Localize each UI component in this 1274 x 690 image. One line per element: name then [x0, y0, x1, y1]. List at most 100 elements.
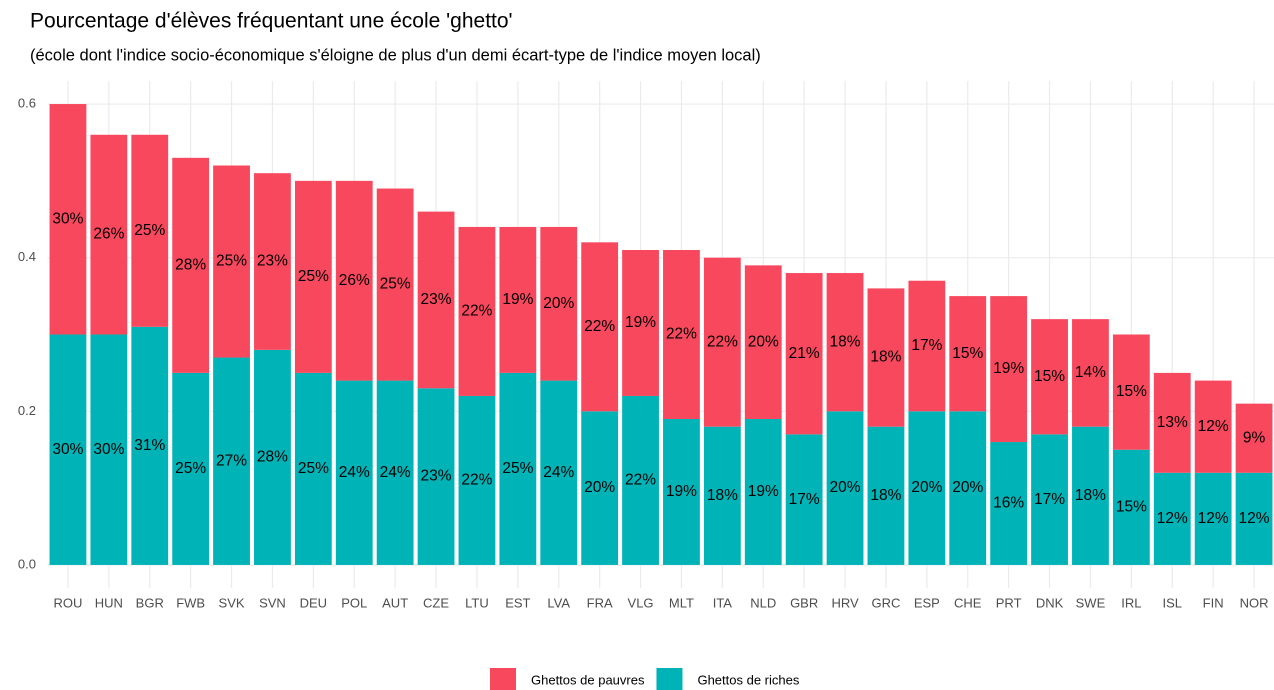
chart-title: Pourcentage d'élèves fréquentant une éco…	[30, 10, 513, 33]
x-tick-label: SVK	[219, 595, 245, 610]
value-label: 13%	[1157, 414, 1188, 431]
bar-segment	[294, 372, 332, 565]
value-label: 12%	[1157, 510, 1188, 527]
x-tick-label: POL	[341, 595, 367, 610]
value-label: 28%	[257, 449, 288, 466]
bar-segment	[1112, 449, 1150, 565]
x-tick-label: ISL	[1162, 595, 1182, 610]
bar-segment	[335, 380, 373, 565]
value-label: 18%	[870, 349, 901, 366]
bar-segment	[949, 296, 987, 412]
bar-segment	[254, 349, 291, 565]
value-label: 26%	[339, 272, 370, 289]
bar-segment	[254, 173, 291, 350]
value-label: 21%	[789, 345, 820, 362]
bar-segment	[376, 380, 414, 565]
value-label: 12%	[1198, 418, 1229, 435]
bar-segment	[131, 134, 169, 327]
bar-segment	[703, 257, 741, 427]
value-label: 24%	[543, 464, 574, 481]
bar-segment	[1153, 472, 1191, 565]
bar-segment	[540, 226, 578, 381]
value-label: 20%	[952, 479, 983, 496]
x-tick-label: FRA	[587, 595, 613, 610]
x-tick-label: MLT	[669, 595, 694, 610]
bar-segment	[540, 380, 578, 565]
value-label: 16%	[993, 495, 1024, 512]
bar-segment	[703, 426, 741, 565]
bar-segment	[131, 326, 169, 565]
value-label: 15%	[1116, 383, 1147, 400]
x-tick-label: BGR	[136, 595, 164, 610]
value-label: 17%	[1034, 491, 1065, 508]
value-label: 15%	[952, 345, 983, 362]
x-tick-label: DNK	[1036, 595, 1064, 610]
x-tick-label: LTU	[465, 595, 489, 610]
bar-segment	[49, 334, 87, 565]
x-tick-label: PRT	[996, 595, 1022, 610]
bar-segment	[990, 296, 1028, 443]
bar-segment	[499, 226, 537, 373]
bar-segment	[744, 265, 782, 419]
value-label: 30%	[52, 210, 83, 227]
bar-segment	[785, 273, 823, 435]
x-tick-label: SWE	[1076, 595, 1106, 610]
bar-segment	[908, 411, 946, 565]
x-tick-label: DEU	[300, 595, 327, 610]
legend-swatch	[490, 668, 516, 690]
bar-segment	[49, 104, 87, 335]
bar-segment	[1194, 472, 1232, 565]
x-tick-label: ESP	[914, 595, 940, 610]
bar-segment	[826, 273, 864, 412]
value-label: 24%	[339, 464, 370, 481]
bar-segment	[1194, 380, 1232, 473]
x-tick-label: FWB	[176, 595, 205, 610]
bar-segment	[744, 419, 782, 565]
bar-segment	[622, 395, 659, 565]
bar-segment	[1072, 426, 1109, 565]
value-label: 18%	[707, 487, 738, 504]
value-label: 19%	[502, 291, 533, 308]
value-label: 25%	[216, 253, 247, 270]
value-label: 12%	[1239, 510, 1270, 527]
bar-segment	[1153, 372, 1191, 473]
chart-subtitle: (école dont l'indice socio-économique s'…	[30, 46, 761, 64]
bar-segment	[90, 334, 128, 565]
value-label: 17%	[789, 491, 820, 508]
value-label: 18%	[1075, 487, 1106, 504]
bar-segment	[417, 388, 455, 565]
x-tick-label: GBR	[790, 595, 818, 610]
value-label: 25%	[175, 460, 206, 477]
bar-segment	[294, 180, 332, 373]
legend-label: Ghettos de pauvres	[531, 672, 645, 687]
x-tick-label: ITA	[713, 595, 733, 610]
y-tick-label: 0.6	[18, 95, 36, 110]
bar-segment	[458, 395, 496, 565]
bar-segment	[990, 442, 1028, 565]
bar-segment	[663, 250, 700, 419]
x-tick-label: GRC	[872, 595, 901, 610]
x-tick-label: FIN	[1203, 595, 1224, 610]
x-tick-label: HUN	[95, 595, 123, 610]
bar-segment	[1031, 434, 1068, 565]
bar-segment	[949, 411, 987, 565]
x-tick-label: VLG	[628, 595, 654, 610]
value-label: 9%	[1243, 429, 1266, 446]
value-label: 17%	[911, 337, 942, 354]
bar-segment	[622, 250, 659, 396]
bar-segment	[458, 226, 496, 396]
bar-segment	[785, 434, 823, 565]
x-tick-label: NLD	[750, 595, 776, 610]
value-label: 26%	[93, 226, 124, 243]
value-label: 22%	[461, 303, 492, 320]
x-tick-label: IRL	[1121, 595, 1141, 610]
bar-segment	[213, 357, 250, 565]
bar-segment	[826, 411, 864, 565]
value-label: 23%	[421, 291, 452, 308]
value-label: 20%	[584, 479, 615, 496]
value-label: 15%	[1116, 498, 1147, 515]
value-label: 20%	[543, 295, 574, 312]
value-label: 19%	[993, 360, 1024, 377]
bar-segment	[1235, 403, 1273, 473]
